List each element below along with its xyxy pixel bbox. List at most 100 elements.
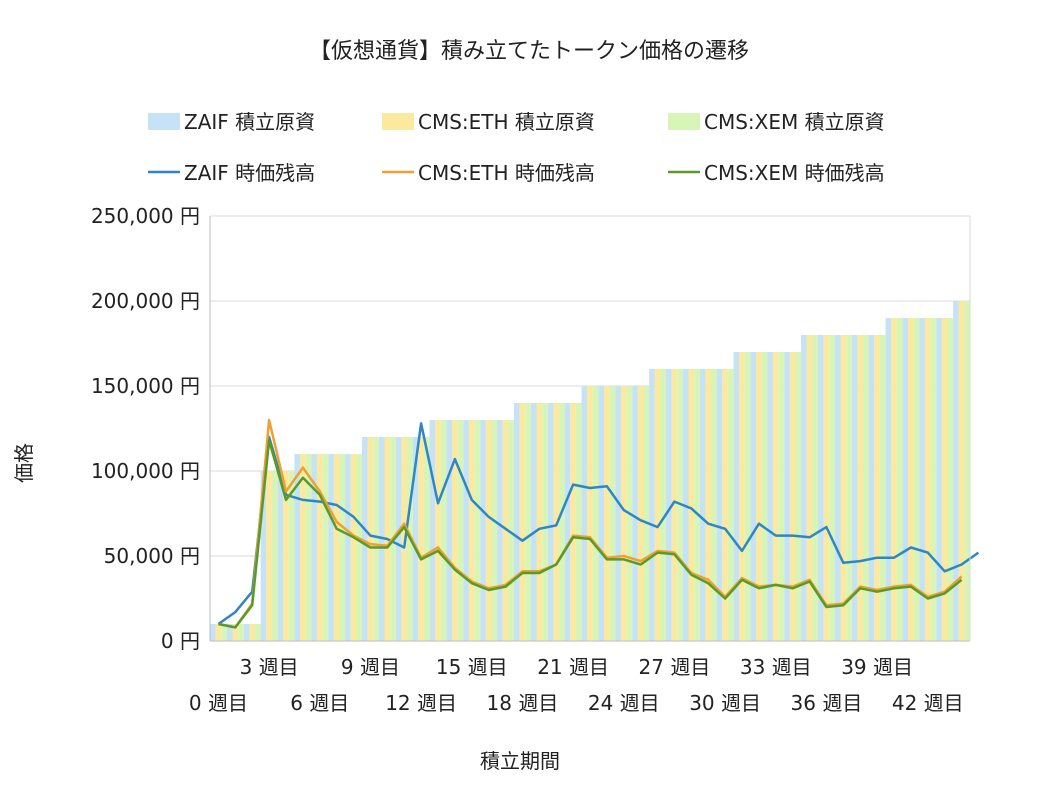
x-tick-label: 42 週目 [892,691,964,715]
bar [908,318,914,641]
bar [784,352,790,641]
bar [530,403,537,641]
chart-title: 【仮想通貨】積み立てたトークン価格の遷移 [309,39,749,64]
bar [559,403,565,641]
bar [801,335,807,641]
legend-label: ZAIF 積立原資 [184,110,315,134]
bar [294,454,301,641]
bar [446,420,453,641]
bar [277,471,284,641]
bar [637,386,644,641]
bar [761,352,768,641]
bar [772,352,779,641]
bar [727,369,734,641]
x-tick-label: 24 週目 [588,691,660,715]
bar [750,352,757,641]
bar [778,352,785,641]
bar [643,386,650,641]
series-line [217,422,980,626]
x-tick-label: 18 週目 [487,691,559,715]
bar [863,335,869,641]
bar [243,624,250,641]
bar [333,454,340,641]
bar [896,318,903,641]
bar [818,335,824,641]
bar [468,420,475,641]
y-axis-ticks: 0 円 50,000 円 100,000 円 150,000 円 200,000 円 25… [91,204,200,653]
bar [902,318,909,641]
bar [936,318,942,641]
legend-swatch [148,113,180,130]
bar [508,420,514,641]
legend-label: CMS:XEM 積立原資 [704,110,885,134]
x-axis-ticks: 3 週目 9 週目 15 週目 21 週目 27 週目 33 週目 39 週目 0 週目 6 週… [189,655,964,715]
bar [311,454,317,641]
bar [789,352,796,641]
bar [564,403,571,641]
bar [452,420,458,641]
bar [767,352,773,641]
bar [474,420,481,641]
x-tick-label: 15 週目 [436,655,508,679]
bar [874,335,880,641]
bar [491,420,498,641]
bar [919,318,925,641]
legend-label: CMS:XEM 時価残高 [704,161,885,185]
bar [542,403,548,641]
bar [255,624,261,641]
bar [457,420,464,641]
x-tick-label: 27 週目 [639,655,711,679]
bar [435,420,441,641]
bar [373,437,379,641]
bar [604,386,610,641]
x-tick-label: 39 週目 [841,655,913,679]
bar [806,335,813,641]
y-tick-label: 250,000 円 [91,204,200,228]
x-tick-label: 3 週目 [240,655,299,679]
bar [615,386,621,641]
bar [592,386,599,641]
bar [823,335,830,641]
bar [879,335,886,641]
bar [694,369,700,641]
bar [829,335,835,641]
bar [226,624,233,641]
bar [260,471,267,641]
x-tick-label: 6 週目 [290,691,349,715]
y-tick-label: 150,000 円 [91,374,200,398]
bar [514,403,520,641]
y-axis-title: 価格 [12,443,36,483]
bar [795,352,802,641]
y-tick-label: 100,000 円 [91,459,200,483]
bar [480,420,486,641]
series-line [218,418,963,629]
bar [395,437,402,641]
bar [711,369,717,641]
legend-swatch [668,113,700,130]
bar [840,335,847,641]
bar [930,318,937,641]
bar [271,471,278,641]
bar [350,454,357,641]
bar [857,335,864,641]
bar [288,471,295,641]
bar [834,335,841,641]
bar [598,386,605,641]
bar [733,352,740,641]
bar [660,369,666,641]
legend-label: CMS:ETH 時価残高 [418,161,595,185]
y-tick-label: 50,000 円 [104,544,200,568]
legend-swatch [382,113,414,130]
bar [941,318,948,641]
bar [519,403,526,641]
bar [649,369,655,641]
bar [300,454,306,641]
bar [575,403,582,641]
bar [412,437,419,641]
bar [654,369,661,641]
bar [536,403,543,641]
bar [525,403,531,641]
bar [238,624,244,641]
x-tick-label: 12 週目 [385,691,457,715]
bar [722,369,728,641]
